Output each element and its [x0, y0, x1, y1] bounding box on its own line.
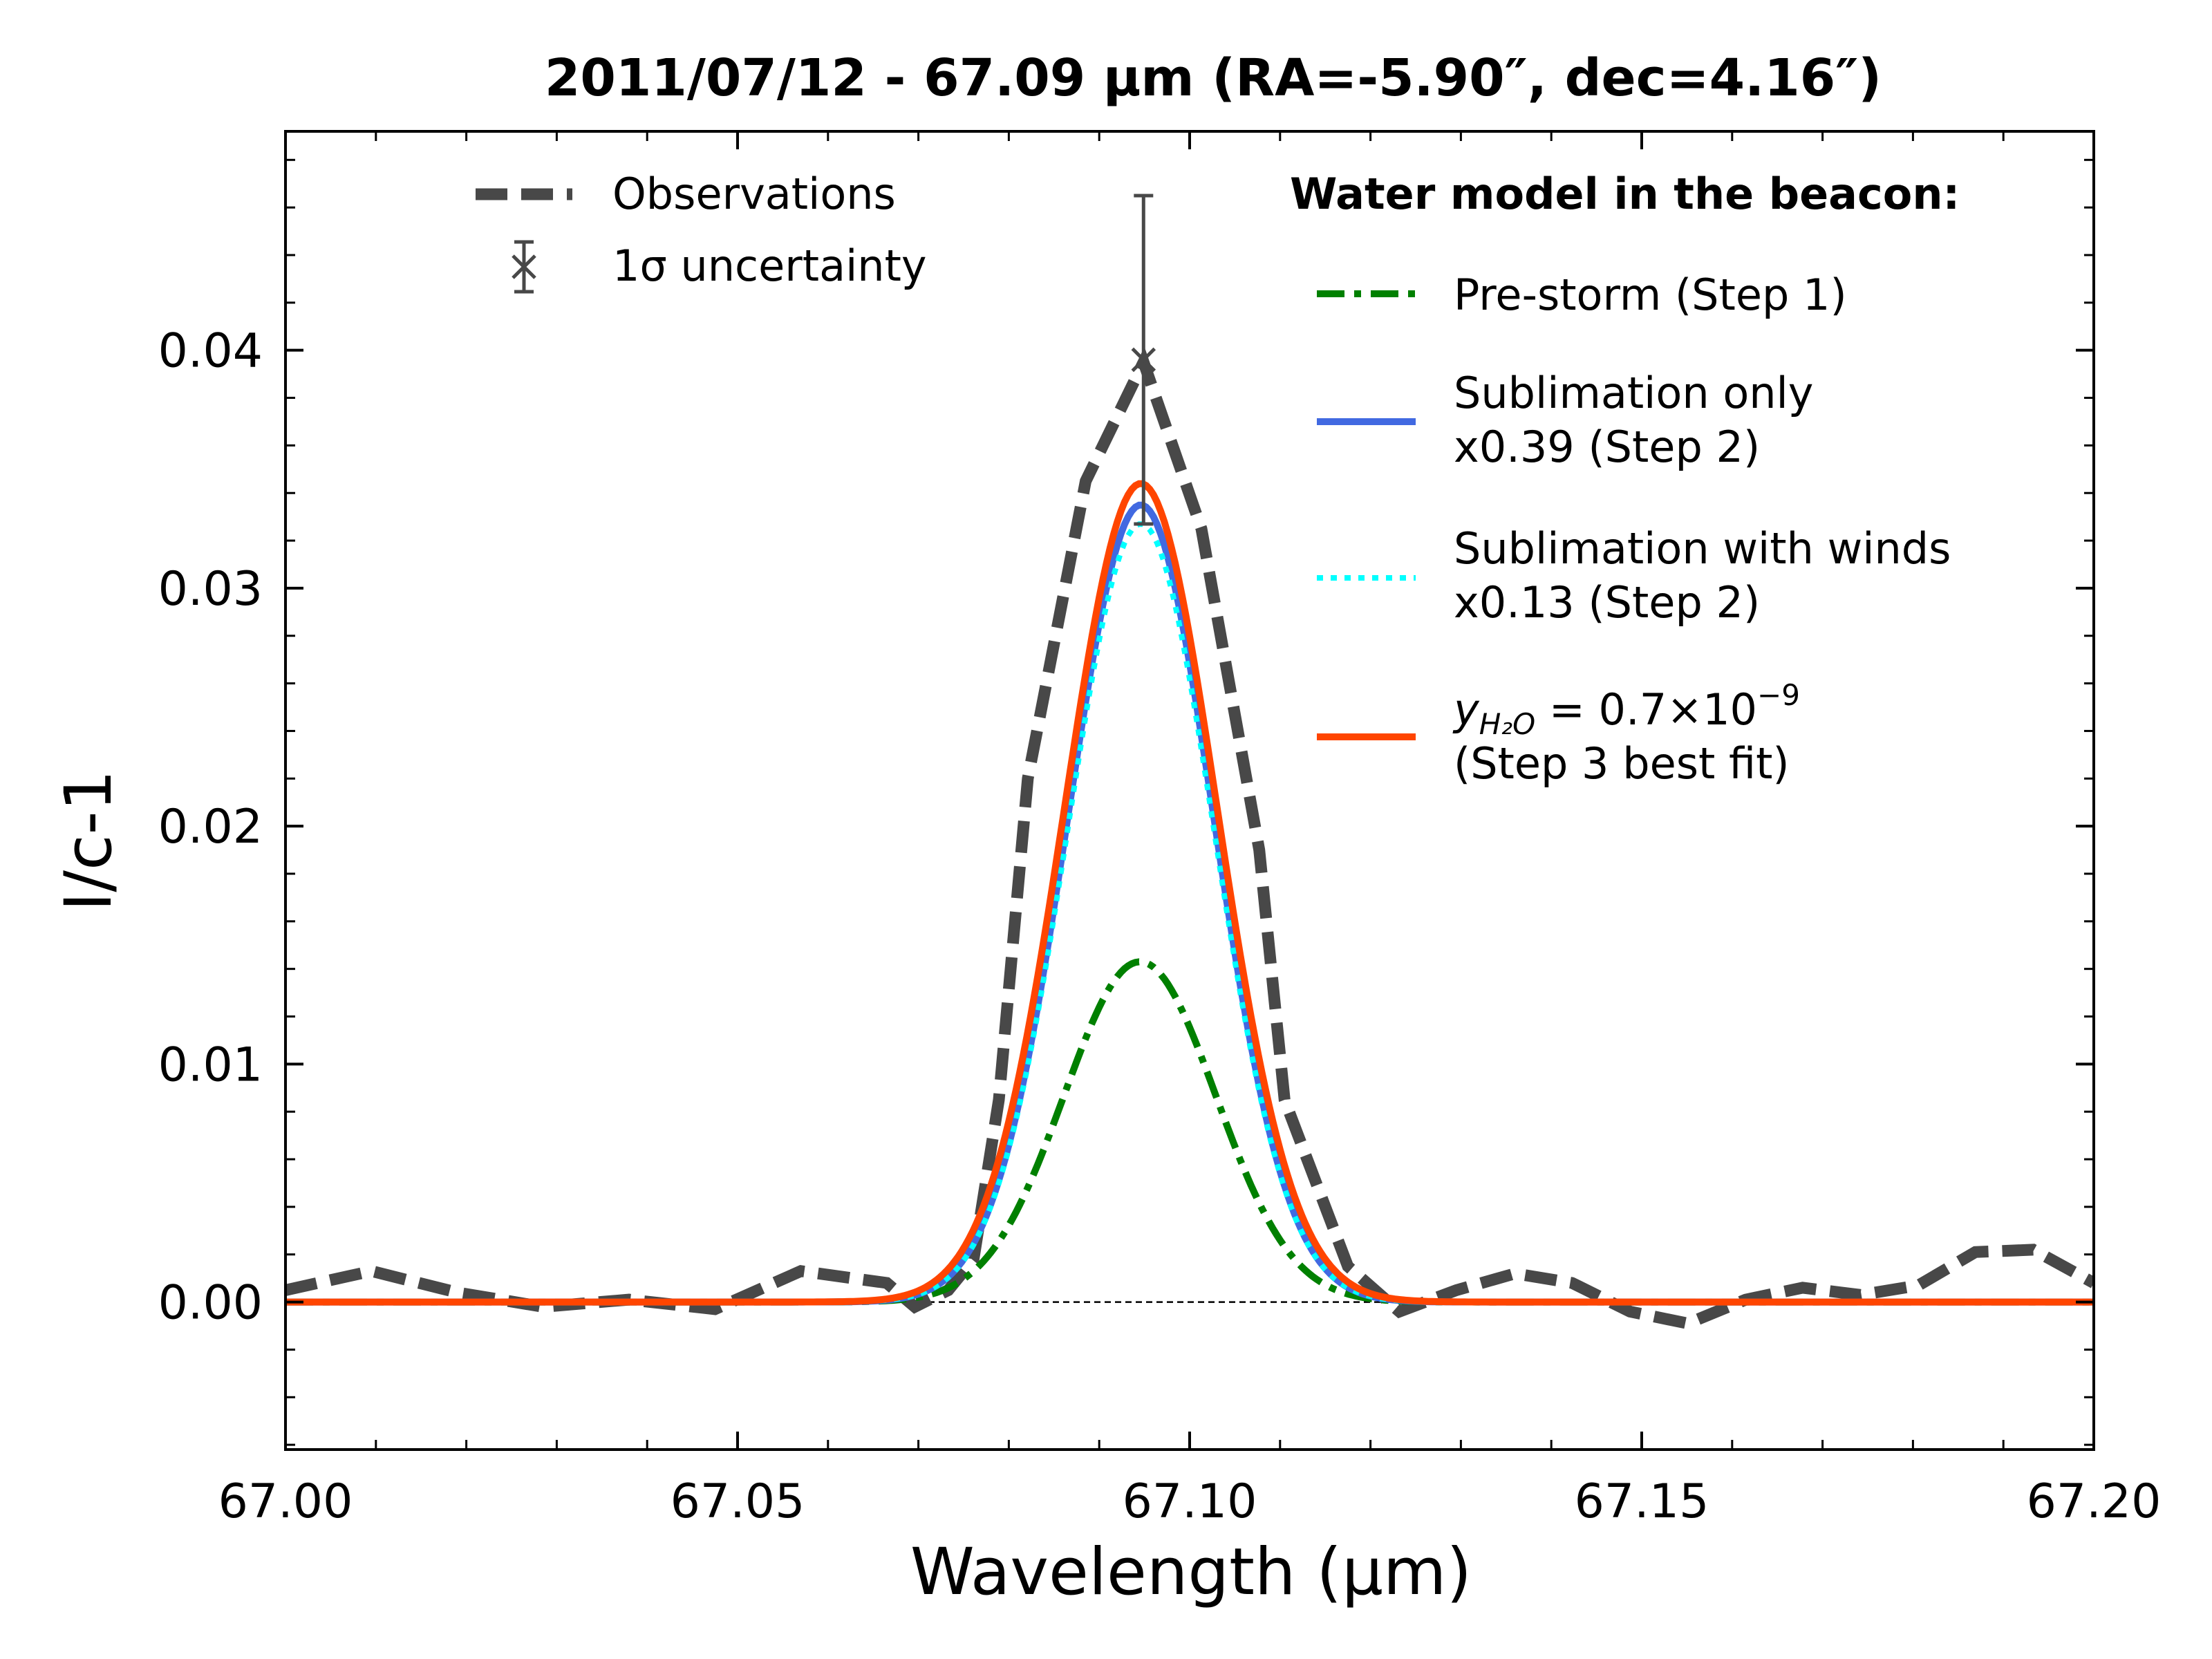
model-winds-line	[285, 521, 2094, 1305]
legend-formula-eq: = 0.7×10	[1535, 684, 1757, 735]
x-axis-label: Wavelength (μm)	[910, 1535, 1472, 1610]
legend-winds-label-line: Sublimation with winds	[1454, 523, 1951, 574]
y-tick-label: 0.02	[158, 800, 263, 854]
y-tick-label: 0.00	[158, 1276, 263, 1331]
legend-bestfit-label: yH₂O = 0.7×10−9	[1452, 678, 1800, 741]
x-tick-label: 67.15	[1575, 1474, 1709, 1529]
plot-area	[284, 130, 2095, 1451]
legend-model-title: Water model in the beacon:	[1290, 169, 1960, 219]
errorbar-marker	[1131, 347, 1156, 373]
legend-formula-subscript: H₂O	[1479, 707, 1535, 741]
legend-prestorm-label-line: Pre-storm (Step 1)	[1454, 270, 1847, 320]
plot-series	[285, 346, 2094, 1330]
legend-bestfit-label-line: (Step 3 best fit)	[1454, 738, 1790, 789]
legend: Observations 1σ uncertainty Water model in…	[476, 169, 1960, 789]
legend-formula-superscript: −9	[1757, 678, 1800, 712]
x-tick-label: 67.20	[2027, 1474, 2162, 1529]
y-axis-label: I/c-1	[51, 770, 126, 912]
observations-line	[285, 346, 2094, 1330]
axis-ticks: 67.00 67.05 67.10 67.15 67.20 0.00 0.01 0.02 0.0…	[158, 131, 2162, 1529]
y-tick-label: 0.01	[158, 1038, 263, 1092]
legend-sublimation-label-line: Sublimation only	[1454, 368, 1813, 418]
legend-uncertainty-marker	[512, 254, 536, 279]
legend-sublimation-label-line: x0.39 (Step 2)	[1454, 422, 1760, 472]
legend-winds-label-line: x0.13 (Step 2)	[1454, 577, 1760, 628]
model-bestfit-line	[285, 480, 2094, 1306]
legend-observations-label: Observations	[612, 169, 896, 219]
chart-title: 2011/07/12 - 67.09 µm (RA=-5.90″, dec=4.…	[545, 48, 1882, 108]
x-tick-label: 67.00	[218, 1474, 353, 1529]
y-tick-label: 0.04	[158, 324, 263, 379]
y-tick-label: 0.03	[158, 562, 263, 617]
legend-uncertainty-label: 1σ uncertainty	[612, 241, 927, 291]
legend-formula-var: y	[1452, 684, 1480, 735]
x-tick-label: 67.05	[671, 1474, 805, 1529]
x-tick-label: 67.10	[1123, 1474, 1257, 1529]
